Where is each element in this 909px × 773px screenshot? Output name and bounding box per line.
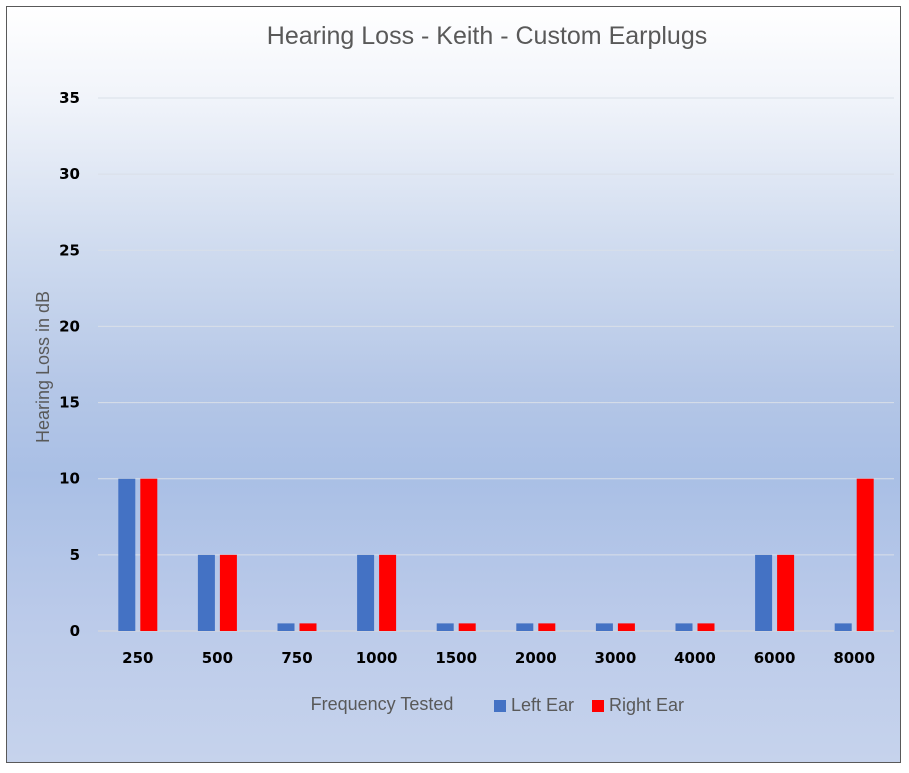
y-tick-label: 0 [70, 622, 80, 640]
gridlines [98, 97, 894, 632]
x-axis-title: Frequency Tested [311, 694, 454, 714]
x-axis-ticks: 250 500 750 1000 1500 2000 3000 4000 6000 8000 [122, 649, 875, 667]
bar-right-ear-3000 [617, 623, 635, 631]
chart-svg: Hearing Loss - Keith - Custom Earplugs 0… [33, 22, 894, 715]
y-tick-label: 35 [59, 89, 80, 107]
bar-left-ear-3000 [595, 623, 613, 631]
bar-left-ear-750 [277, 623, 295, 631]
bars [118, 478, 874, 631]
x-tick-label: 500 [202, 649, 233, 667]
x-tick-label: 750 [281, 649, 312, 667]
bar-left-ear-6000 [755, 554, 773, 631]
bar-right-ear-250 [140, 478, 158, 631]
bar-right-ear-500 [219, 554, 237, 631]
chart-area: Hearing Loss - Keith - Custom Earplugs 0… [6, 6, 901, 763]
chart-title: Hearing Loss - Keith - Custom Earplugs [267, 22, 707, 50]
bar-right-ear-1000 [379, 554, 397, 631]
bar-left-ear-500 [197, 554, 215, 631]
legend-swatch-left-ear [494, 700, 506, 712]
y-tick-label: 5 [70, 546, 80, 564]
x-tick-label: 1500 [435, 649, 477, 667]
bar-left-ear-8000 [834, 623, 852, 631]
bar-right-ear-4000 [697, 623, 715, 631]
y-tick-label: 15 [59, 394, 80, 412]
bar-left-ear-1000 [357, 554, 375, 631]
bar-right-ear-750 [299, 623, 317, 631]
x-tick-label: 8000 [833, 649, 875, 667]
x-tick-label: 4000 [674, 649, 716, 667]
bar-left-ear-2000 [516, 623, 534, 631]
y-axis-ticks: 0 5 10 15 20 25 30 35 [59, 89, 80, 640]
bar-right-ear-8000 [856, 478, 874, 631]
x-tick-label: 250 [122, 649, 153, 667]
bar-right-ear-1500 [458, 623, 476, 631]
bar-left-ear-250 [118, 478, 136, 631]
legend: Left Ear Right Ear [494, 695, 684, 715]
legend-label-right-ear: Right Ear [609, 695, 684, 715]
y-tick-label: 25 [59, 241, 80, 259]
y-tick-label: 10 [59, 470, 80, 488]
bar-right-ear-6000 [777, 554, 795, 631]
y-tick-label: 20 [59, 317, 80, 335]
legend-swatch-right-ear [592, 700, 604, 712]
bar-left-ear-4000 [675, 623, 693, 631]
x-tick-label: 6000 [754, 649, 796, 667]
y-axis-title: Hearing Loss in dB [33, 291, 53, 443]
bar-right-ear-2000 [538, 623, 556, 631]
y-tick-label: 30 [59, 165, 80, 183]
legend-label-left-ear: Left Ear [511, 695, 574, 715]
x-tick-label: 3000 [595, 649, 637, 667]
x-tick-label: 2000 [515, 649, 557, 667]
x-tick-label: 1000 [356, 649, 398, 667]
bar-left-ear-1500 [436, 623, 454, 631]
